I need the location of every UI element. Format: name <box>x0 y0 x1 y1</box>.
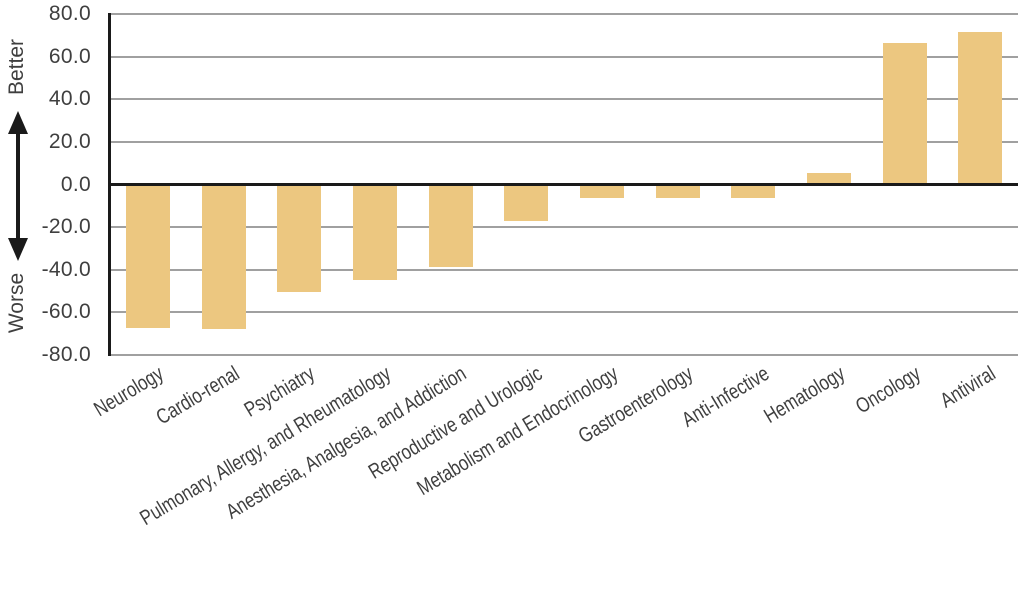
x-axis-label: Anti-Infective <box>677 362 774 432</box>
y-axis-tick-label: 60.0 <box>48 44 91 68</box>
gridline <box>110 140 1018 143</box>
better-worse-arrow-icon <box>8 111 28 261</box>
bar <box>731 184 776 199</box>
y-axis-tick-label: -60.0 <box>41 300 91 324</box>
bar <box>958 32 1003 185</box>
y-axis-tick-label: -40.0 <box>41 257 91 281</box>
y-axis-tick-label: 80.0 <box>48 2 91 25</box>
gridline <box>110 55 1018 58</box>
bar <box>125 184 170 329</box>
y-axis-tick-label: 20.0 <box>48 129 91 153</box>
bar <box>882 42 927 185</box>
x-axis-label: Antiviral <box>936 362 1001 413</box>
x-axis-label: Cardio-renal <box>152 362 244 430</box>
gridline <box>110 226 1018 229</box>
y-axis-tick-label: 0.0 <box>60 172 91 196</box>
bar <box>504 184 549 221</box>
gridline <box>110 311 1018 314</box>
gridline <box>110 98 1018 101</box>
y-axis-tick-label: 40.0 <box>48 87 91 111</box>
zero-line <box>110 183 1018 186</box>
gridline <box>110 13 1018 15</box>
y-axis-line <box>108 13 111 356</box>
x-axis-label: Oncology <box>851 362 925 419</box>
bar <box>806 172 851 185</box>
bar <box>201 184 246 330</box>
bar <box>579 184 624 199</box>
y-axis-tick-label: -20.0 <box>41 215 91 239</box>
bar <box>352 184 397 281</box>
bar <box>428 184 473 267</box>
bar <box>655 184 700 199</box>
y-axis-tick-label: -80.0 <box>41 343 91 366</box>
x-axis-label: Hematology <box>759 362 849 428</box>
gridline <box>110 268 1018 271</box>
bar <box>277 184 322 293</box>
gridline <box>110 354 1018 356</box>
